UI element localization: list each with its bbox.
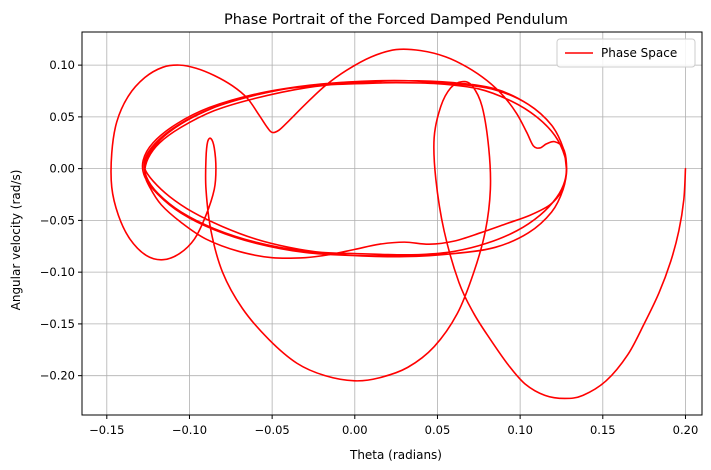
- chart-title: Phase Portrait of the Forced Damped Pend…: [224, 12, 568, 28]
- legend-box: [556, 38, 696, 68]
- x-axis-ticks: −0.15 −0.10 −0.05 0.00 0.05 0.10 0.15 0.20: [89, 415, 698, 437]
- plot-area: [110, 48, 687, 400]
- y-tick-label: 0.05: [49, 110, 75, 124]
- x-tick-label: −0.15: [89, 423, 124, 437]
- y-tick-label: −0.20: [40, 369, 75, 383]
- grid: [82, 32, 702, 415]
- x-tick-label: 0.05: [425, 423, 451, 437]
- y-tick-label: 0.00: [49, 162, 75, 176]
- x-tick-label: 0.10: [507, 423, 533, 437]
- y-axis-ticks: −0.20 −0.15 −0.10 −0.05 0.00 0.05 0.10: [40, 58, 82, 383]
- x-tick-label: 0.00: [342, 423, 368, 437]
- y-tick-label: −0.15: [40, 317, 75, 331]
- x-axis-label: Theta (radians): [349, 448, 442, 462]
- y-axis-label: Angular velocity (rad/s): [9, 170, 23, 311]
- axes-frame: [81, 31, 703, 416]
- legend: Phase Space: [556, 38, 696, 68]
- y-tick-label: −0.05: [40, 213, 75, 227]
- y-tick-label: −0.10: [40, 265, 75, 279]
- x-tick-label: −0.10: [172, 423, 207, 437]
- x-tick-label: 0.15: [590, 423, 616, 437]
- x-tick-label: 0.20: [673, 423, 699, 437]
- x-tick-label: −0.05: [255, 423, 290, 437]
- y-tick-label: 0.10: [49, 58, 75, 72]
- legend-label-phase-space: Phase Space: [601, 46, 677, 60]
- series-line-phase-space: [110, 48, 687, 400]
